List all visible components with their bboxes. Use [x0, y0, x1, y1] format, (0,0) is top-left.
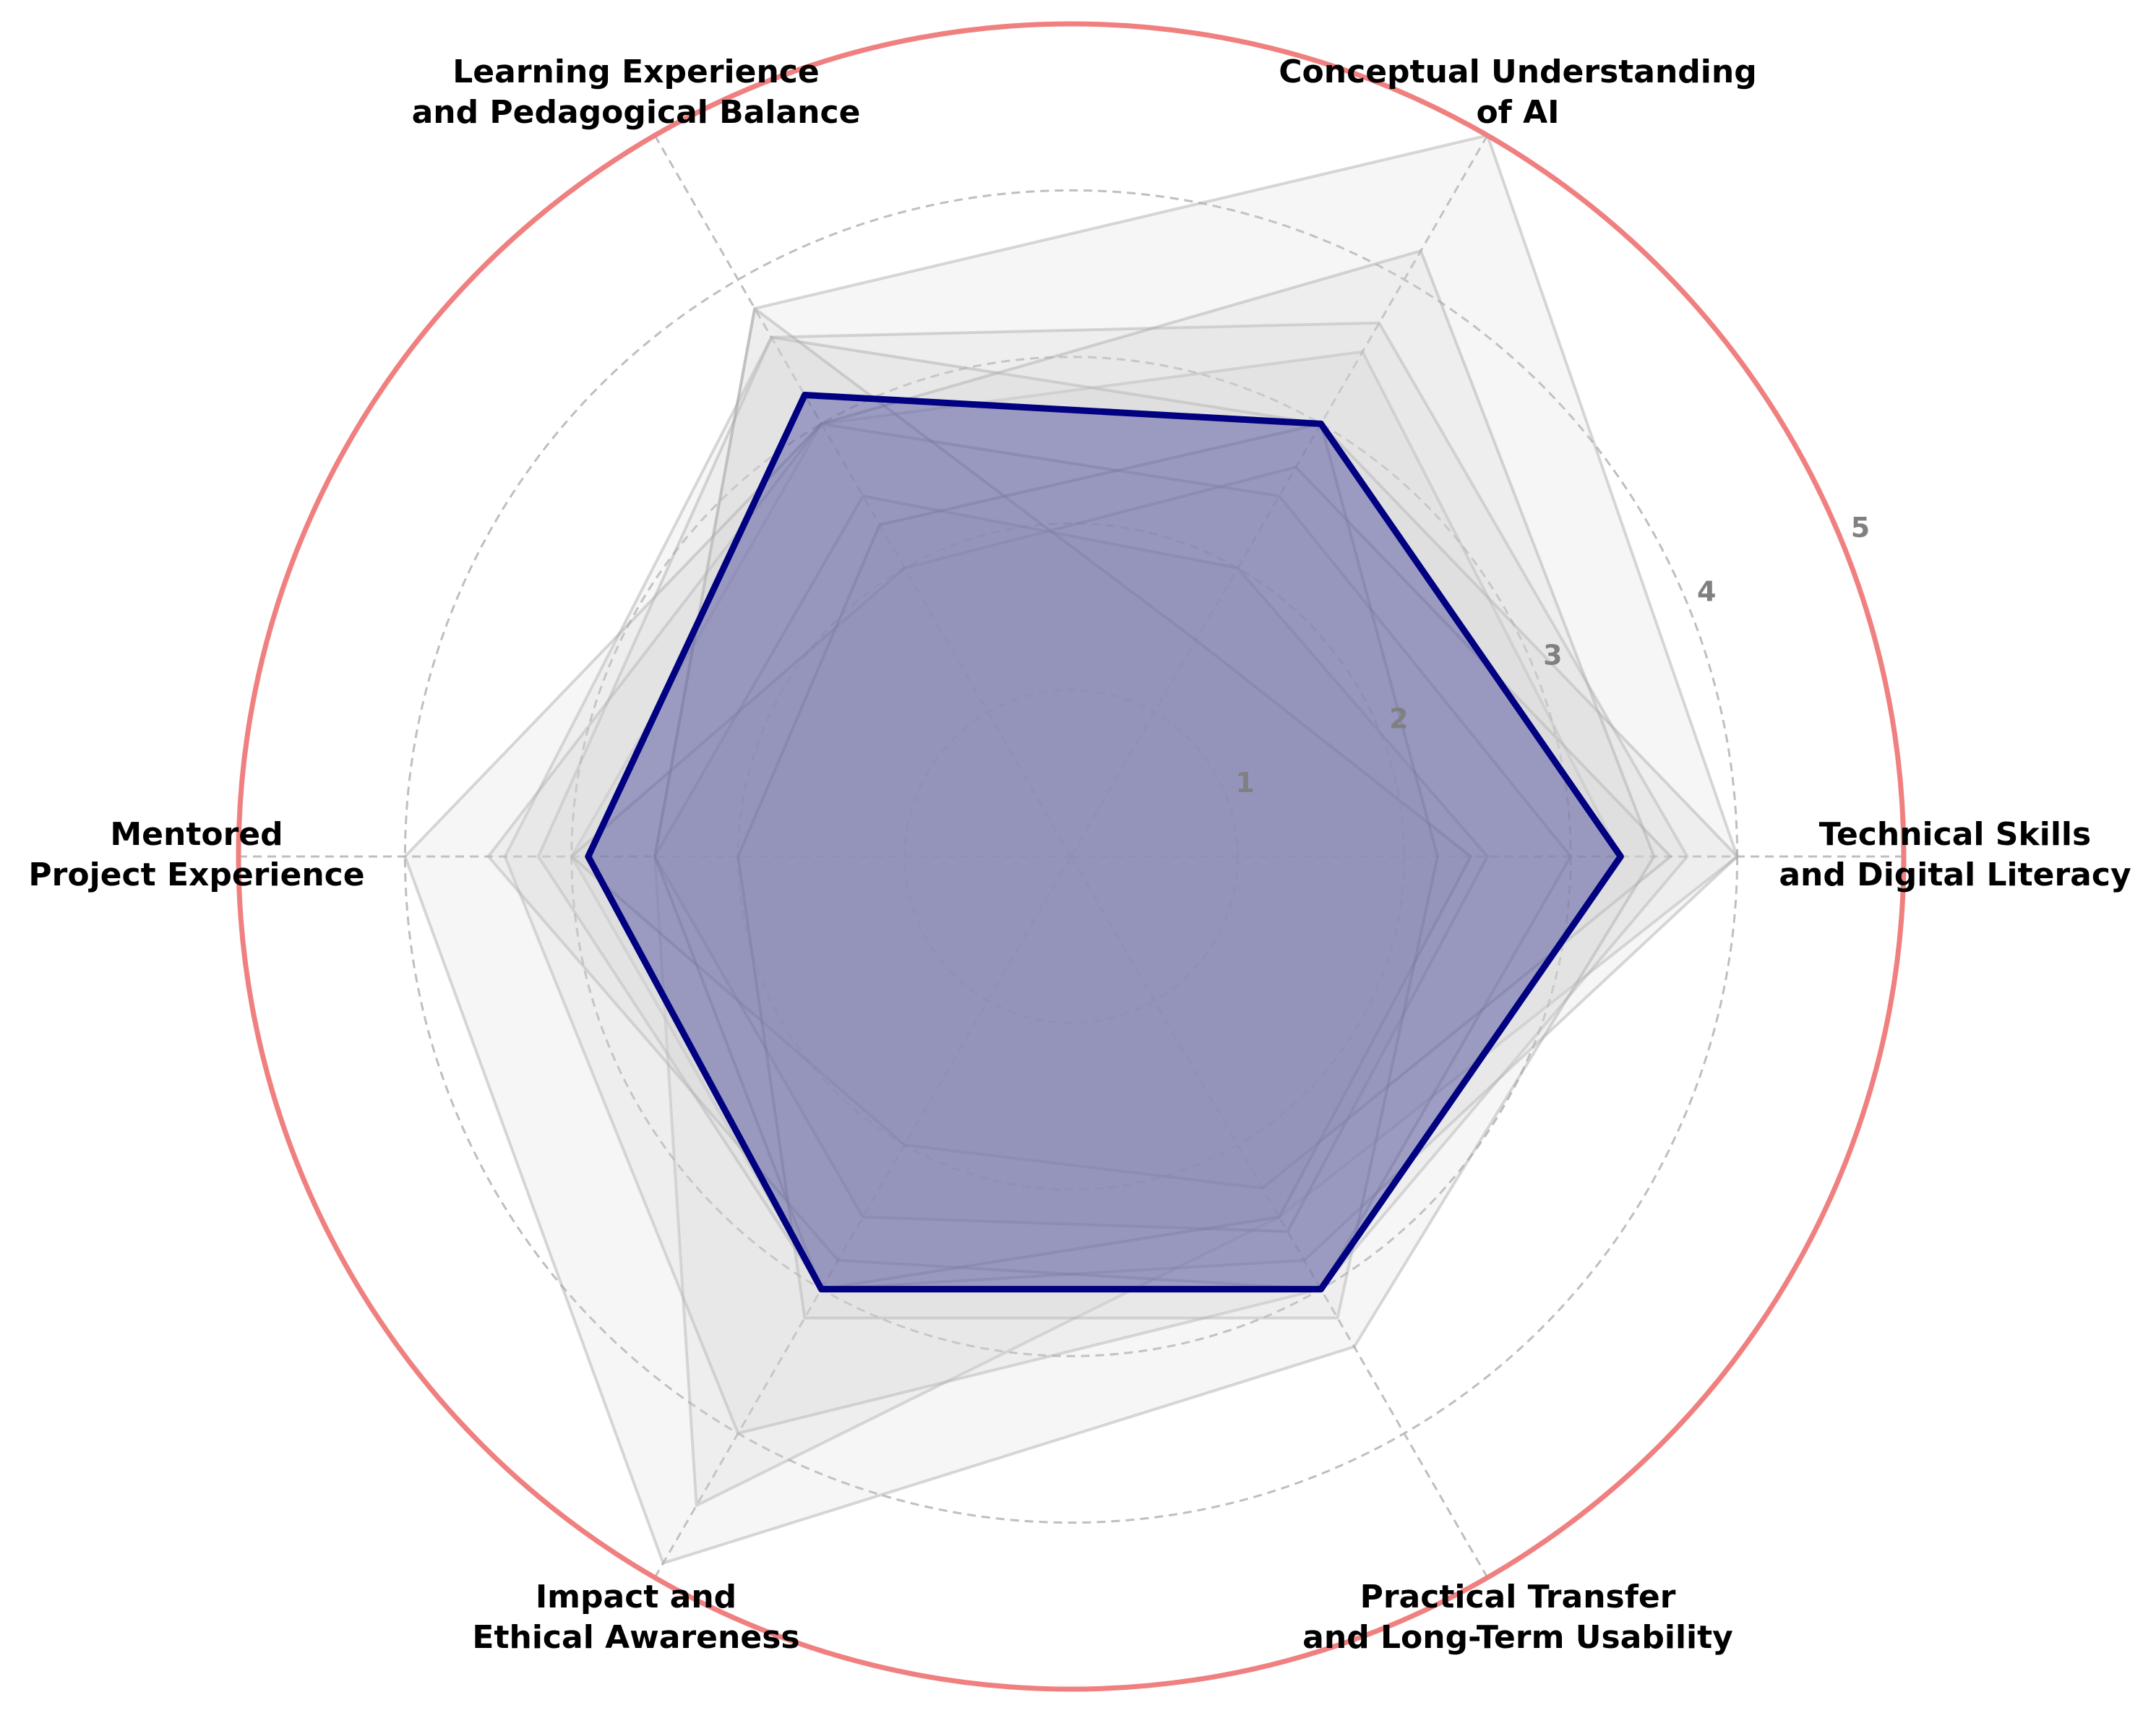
spoke-5 [653, 856, 1073, 1579]
tick-label-3: 3 [1543, 640, 1562, 671]
highlight-series-layer [585, 392, 1624, 1293]
axis-label-5-line-2: Ethical Awareness [472, 1619, 799, 1656]
axis-label-6-line-2: and Long-Term Usability [1302, 1619, 1733, 1656]
axis-label-4-line-2: Project Experience [28, 856, 364, 893]
highlight-series [585, 392, 1624, 1293]
axis-label-1-line-1: Technical Skills [1819, 816, 2091, 853]
background-series-layer [403, 134, 1739, 1565]
tick-label-2: 2 [1389, 703, 1408, 735]
tick-label-5: 5 [1851, 512, 1870, 544]
axis-label-3-line-1: Learning Experience [452, 53, 819, 90]
axis-label-1-line-2: and Digital Literacy [1779, 856, 2131, 893]
outer-ring [236, 21, 1907, 1692]
axis-label-2-line-1: Conceptual Understanding [1279, 53, 1756, 90]
axis-label-5: Impact and Ethical Awareness [472, 1579, 799, 1656]
spoke-2 [1070, 134, 1489, 857]
tick-label-1: 1 [1235, 767, 1254, 799]
background-series-6 [653, 494, 1489, 1233]
tick-label-4: 4 [1697, 575, 1716, 607]
background-series-7 [570, 465, 1672, 1190]
axis-label-1: Technical Skills and Digital Literacy [1779, 816, 2131, 893]
axis-label-3-line-2: and Pedagogical Balance [412, 94, 861, 131]
axis-label-5-line-1: Impact and [536, 1579, 736, 1615]
axis-label-4-line-1: Mentored [110, 816, 283, 853]
spoke-6 [1070, 856, 1489, 1579]
axis-label-4: Mentored Project Experience [28, 816, 364, 893]
axis-label-6: Practical Transfer and Long-Term Usabilit… [1302, 1579, 1733, 1656]
radial-tick-labels: 1 2 3 4 5 [1235, 512, 1870, 799]
spoke-3 [653, 134, 1073, 857]
background-series-8 [653, 306, 1472, 1291]
axis-labels: Technical Skills and Digital Literacy Conc… [28, 53, 2131, 1656]
axis-label-3: Learning Experience and Pedagogical Balan… [412, 53, 861, 131]
outer-ring-layer [236, 21, 1907, 1692]
axis-label-2: Conceptual Understanding of AI [1279, 53, 1756, 131]
axis-label-6-line-1: Practical Transfer [1360, 1579, 1676, 1615]
axis-label-2-line-2: of AI [1476, 94, 1559, 131]
grid-layer [239, 134, 1904, 1579]
